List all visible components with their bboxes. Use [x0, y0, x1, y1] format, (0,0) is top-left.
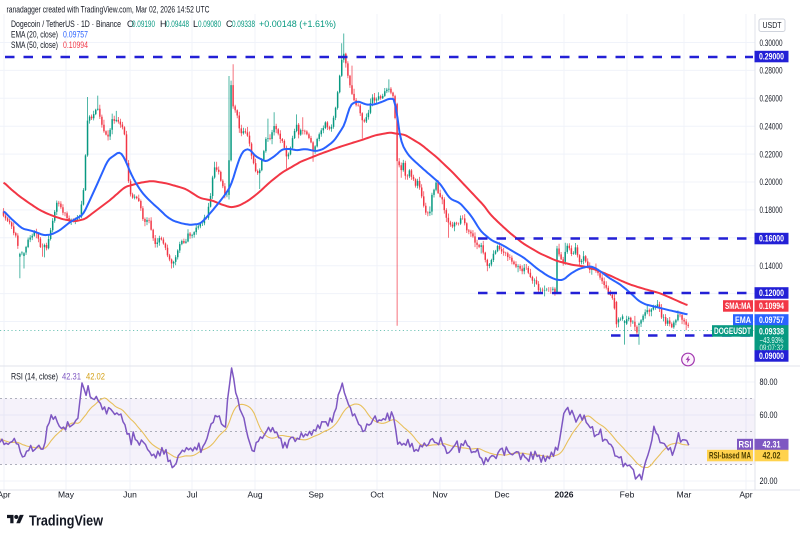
- svg-text:0.20000: 0.20000: [760, 177, 783, 187]
- svg-text:Mar: Mar: [677, 490, 692, 500]
- svg-text:42.02: 42.02: [763, 451, 781, 461]
- svg-text:42.31: 42.31: [763, 440, 781, 450]
- svg-text:Aug: Aug: [247, 490, 262, 500]
- svg-text:09:07:32: 09:07:32: [760, 343, 784, 352]
- svg-text:42.31: 42.31: [62, 372, 81, 382]
- svg-text:RSI: RSI: [739, 440, 752, 450]
- svg-text:0.26000: 0.26000: [760, 94, 783, 104]
- svg-text:0.09000: 0.09000: [759, 351, 784, 361]
- svg-text:0.09080: 0.09080: [198, 19, 221, 29]
- svg-text:60.00: 60.00: [760, 410, 778, 420]
- svg-text:80.00: 80.00: [760, 377, 778, 387]
- svg-text:0.09448: 0.09448: [166, 19, 189, 29]
- svg-text:0.30000: 0.30000: [760, 38, 783, 48]
- svg-text:0.12000: 0.12000: [759, 288, 784, 298]
- svg-text:42.02: 42.02: [86, 372, 105, 382]
- svg-text:RSI (14, close): RSI (14, close): [11, 372, 58, 382]
- svg-text:20.00: 20.00: [760, 476, 778, 486]
- svg-text:0.28000: 0.28000: [760, 66, 783, 76]
- svg-text:0.16000: 0.16000: [759, 234, 784, 244]
- svg-text:Sep: Sep: [308, 490, 323, 500]
- svg-text:O: O: [127, 19, 134, 29]
- svg-text:+0.00148 (+1.61%): +0.00148 (+1.61%): [259, 19, 336, 29]
- svg-text:L: L: [193, 19, 198, 29]
- svg-text:0.22000: 0.22000: [760, 149, 783, 159]
- svg-text:USDT: USDT: [763, 20, 782, 30]
- svg-text:0.24000: 0.24000: [760, 121, 783, 131]
- svg-text:0.09190: 0.09190: [132, 19, 155, 29]
- svg-text:Jun: Jun: [123, 490, 137, 500]
- svg-text:ranadagger created with Tradin: ranadagger created with TradingView.com,…: [7, 5, 210, 15]
- svg-text:0.09338: 0.09338: [232, 19, 255, 29]
- svg-text:EMA: EMA: [735, 315, 752, 325]
- svg-text:0.18000: 0.18000: [760, 205, 783, 215]
- svg-text:−43.93%: −43.93%: [760, 336, 784, 345]
- svg-text:H: H: [160, 19, 167, 29]
- svg-text:Oct: Oct: [370, 490, 384, 500]
- svg-text:Jul: Jul: [187, 490, 198, 500]
- svg-text:Apr: Apr: [0, 490, 11, 500]
- svg-text:Dec: Dec: [494, 490, 510, 500]
- svg-text:0.10994: 0.10994: [759, 301, 784, 311]
- svg-text:0.10994: 0.10994: [63, 40, 88, 50]
- svg-text:Nov: Nov: [432, 490, 448, 500]
- svg-text:C: C: [226, 19, 233, 29]
- svg-text:2026: 2026: [555, 490, 574, 500]
- svg-text:0.09757: 0.09757: [759, 315, 784, 325]
- svg-text:0.09757: 0.09757: [63, 30, 88, 40]
- svg-text:0.14000: 0.14000: [760, 261, 783, 271]
- svg-text:TradingView: TradingView: [29, 513, 103, 530]
- svg-text:May: May: [58, 490, 75, 500]
- svg-text:0.09338: 0.09338: [759, 326, 784, 336]
- svg-text:Feb: Feb: [620, 490, 635, 500]
- svg-text:Apr: Apr: [739, 490, 752, 500]
- svg-text:RSI-based MA: RSI-based MA: [709, 451, 751, 461]
- svg-text:0.29000: 0.29000: [759, 52, 784, 62]
- svg-text:SMA (50, close): SMA (50, close): [11, 40, 58, 50]
- svg-text:EMA (20, close): EMA (20, close): [11, 30, 58, 40]
- svg-text:Dogecoin / TetherUS · 1D · Bin: Dogecoin / TetherUS · 1D · Binance: [11, 19, 121, 29]
- svg-text:SMA:MA: SMA:MA: [725, 301, 751, 311]
- svg-text:DOGEUSDT: DOGEUSDT: [714, 326, 751, 336]
